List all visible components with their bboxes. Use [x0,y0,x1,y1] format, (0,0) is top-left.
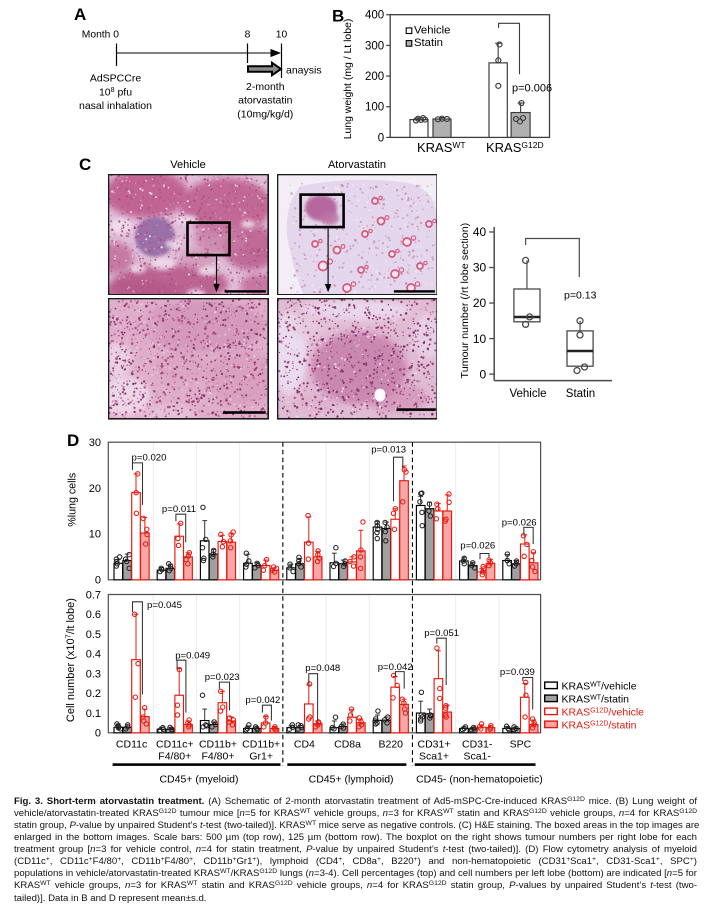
svg-text:0: 0 [95,575,101,587]
svg-text:2-month: 2-month [246,81,285,93]
svg-text:CD45+ (myeloid): CD45+ (myeloid) [159,774,238,786]
svg-text:KRASG12D/statin: KRASG12D/statin [562,720,637,732]
svg-text:p=0.045: p=0.045 [147,600,182,611]
svg-text:Statin: Statin [414,37,443,49]
svg-text:CD11c: CD11c [116,739,147,751]
svg-text:p=0.011: p=0.011 [162,504,196,515]
svg-text:CD4: CD4 [294,739,315,751]
svg-text:p=0.026: p=0.026 [502,518,537,529]
svg-text:CD8a: CD8a [334,739,361,751]
svg-text:KRASG12D: KRASG12D [486,140,544,155]
svg-text:p=0.013: p=0.013 [371,445,406,456]
svg-text:Sca1+: Sca1+ [419,751,449,763]
svg-text:400: 400 [365,10,384,22]
svg-text:B: B [332,7,344,26]
svg-text:p=0.051: p=0.051 [424,628,459,639]
svg-text:nasal inhalation: nasal inhalation [79,100,152,112]
svg-text:0: 0 [480,367,487,381]
svg-text:CD11b+: CD11b+ [199,739,237,751]
svg-text:KRASWT: KRASWT [417,140,466,155]
svg-text:SPC: SPC [510,739,532,751]
svg-text:CD11c+: CD11c+ [156,739,193,751]
svg-text:(10mg/kg/d): (10mg/kg/d) [237,109,293,121]
svg-text:200: 200 [365,71,384,83]
svg-text:8: 8 [245,30,251,41]
svg-text:0.6: 0.6 [86,609,101,621]
svg-text:Gr1+: Gr1+ [249,751,273,763]
svg-text:AdSPCCre: AdSPCCre [90,73,142,85]
svg-text:0: 0 [378,132,384,144]
svg-text:CD31+: CD31+ [417,739,450,751]
svg-text:CD31-: CD31- [462,739,493,751]
svg-text:CD11b+: CD11b+ [242,739,280,751]
svg-text:300: 300 [365,40,384,52]
svg-text:0.4: 0.4 [86,649,101,661]
svg-text:p=0.026: p=0.026 [460,541,495,552]
svg-text:p=0.13: p=0.13 [564,290,597,302]
svg-text:0.2: 0.2 [86,688,101,700]
svg-text:10: 10 [89,529,101,541]
svg-text:p=0.042: p=0.042 [378,662,413,673]
svg-text:p=0.020: p=0.020 [132,453,167,464]
svg-text:Tumour number (/rt lobe sectio: Tumour number (/rt lobe section) [460,223,471,379]
svg-text:KRASWT/statin: KRASWT/statin [562,694,630,706]
svg-text:KRASG12D/vehicle: KRASG12D/vehicle [562,707,645,719]
svg-text:10: 10 [473,332,487,346]
svg-text:p=0.042: p=0.042 [245,695,280,706]
svg-text:30: 30 [89,437,101,449]
svg-text:20: 20 [473,296,487,310]
svg-text:A: A [74,5,86,24]
svg-text:30: 30 [473,261,487,275]
svg-text:100: 100 [365,102,384,114]
svg-text:0.1: 0.1 [86,708,101,720]
svg-text:CD45+ (lymphoid): CD45+ (lymphoid) [309,774,394,786]
svg-text:0.3: 0.3 [86,668,101,680]
svg-text:0: 0 [95,728,101,740]
svg-text:40: 40 [473,225,487,239]
svg-text:Cell number (x107/lt lobe): Cell number (x107/lt lobe) [63,598,77,722]
svg-text:Month 0: Month 0 [82,30,119,41]
svg-text:p=0.049: p=0.049 [175,651,210,662]
svg-text:anaysis: anaysis [286,65,322,77]
svg-text:p=0.039: p=0.039 [500,667,535,678]
svg-text:F4/80+: F4/80+ [158,751,191,763]
svg-text:B220: B220 [379,739,404,751]
svg-text:KRASWT/vehicle: KRASWT/vehicle [562,681,637,693]
svg-text:0.5: 0.5 [86,629,101,641]
svg-text:Sca1-: Sca1- [463,751,491,763]
svg-text:108 pfu: 108 pfu [99,87,132,99]
svg-text:0.7: 0.7 [86,589,101,601]
svg-text:D: D [67,431,79,450]
svg-text:10: 10 [276,30,288,41]
svg-text:F4/80+: F4/80+ [201,751,234,763]
svg-text:p=0.006: p=0.006 [512,82,552,94]
svg-text:20: 20 [89,483,101,495]
svg-text:Vehicle: Vehicle [414,25,450,37]
svg-text:%lung cells: %lung cells [67,472,79,526]
svg-text:p=0.048: p=0.048 [305,663,340,674]
svg-text:p=0.023: p=0.023 [205,672,240,683]
svg-text:Statin: Statin [566,388,595,400]
svg-text:Lung weight (mg / Lt lobe): Lung weight (mg / Lt lobe) [343,19,354,140]
svg-text:CD45- (non-hematopoietic): CD45- (non-hematopoietic) [416,774,543,786]
svg-text:atorvastatin: atorvastatin [238,95,292,107]
svg-text:Vehicle: Vehicle [509,388,546,400]
